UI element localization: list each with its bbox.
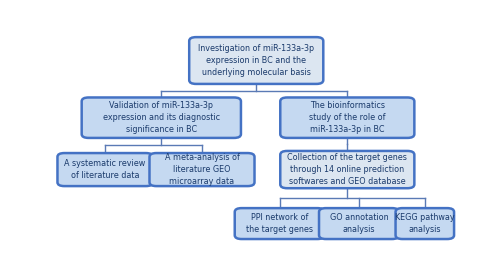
Text: Validation of miR-133a-3p
expression and its diagnostic
significance in BC: Validation of miR-133a-3p expression and… (103, 101, 220, 134)
FancyBboxPatch shape (396, 208, 454, 239)
FancyBboxPatch shape (280, 151, 414, 188)
Text: A meta-analysis of
literature GEO
microarray data: A meta-analysis of literature GEO microa… (164, 153, 240, 186)
Text: The bioinformatics
study of the role of
miR-133a-3p in BC: The bioinformatics study of the role of … (309, 101, 386, 134)
FancyBboxPatch shape (150, 153, 254, 186)
FancyBboxPatch shape (82, 97, 241, 138)
Text: A systematic review
of literature data: A systematic review of literature data (64, 159, 146, 180)
FancyBboxPatch shape (234, 208, 324, 239)
FancyBboxPatch shape (58, 153, 153, 186)
FancyBboxPatch shape (189, 37, 324, 84)
FancyBboxPatch shape (319, 208, 399, 239)
Text: KEGG pathway
analysis: KEGG pathway analysis (395, 213, 454, 234)
Text: Collection of the target genes
through 14 online prediction
softwares and GEO da: Collection of the target genes through 1… (288, 153, 407, 186)
Text: GO annotation
analysis: GO annotation analysis (330, 213, 388, 234)
Text: Investigation of miR-133a-3p
expression in BC and the
underlying molecular basis: Investigation of miR-133a-3p expression … (198, 44, 314, 77)
Text: PPI network of
the target genes: PPI network of the target genes (246, 213, 313, 234)
FancyBboxPatch shape (280, 97, 414, 138)
